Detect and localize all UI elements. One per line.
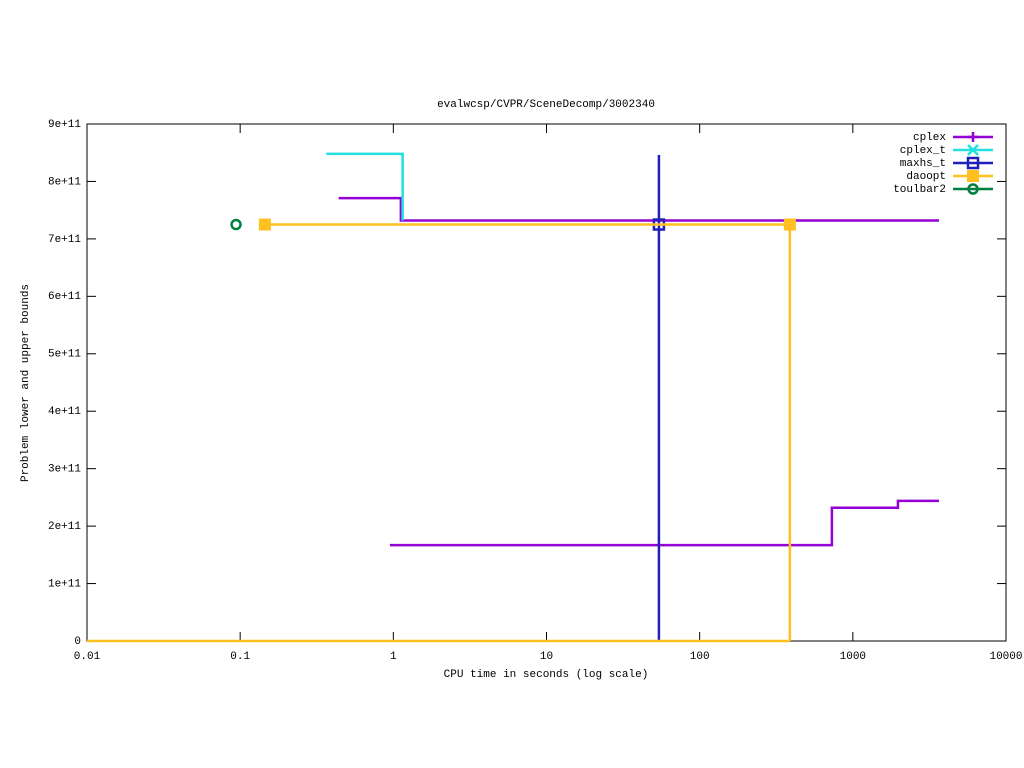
- legend-marker: [967, 144, 979, 156]
- x-tick-label: 100: [690, 651, 710, 663]
- y-tick-label: 2e+11: [48, 521, 81, 533]
- x-tick-label: 10: [540, 651, 553, 663]
- y-axis-label: Problem lower and upper bounds: [20, 284, 32, 482]
- series-line: [326, 152, 404, 221]
- marker: [258, 218, 271, 231]
- y-tick-label: 8e+11: [48, 176, 81, 188]
- legend-label: cplex: [913, 132, 946, 144]
- legend-marker: [967, 170, 979, 182]
- y-tick-label: 0: [74, 636, 81, 648]
- legend-marker: [966, 156, 980, 170]
- series-line: [338, 196, 939, 547]
- x-tick-label: 1: [390, 651, 397, 663]
- y-tick-label: 3e+11: [48, 464, 81, 476]
- legend-label: maxhs_t: [900, 158, 946, 170]
- y-tick-label: 5e+11: [48, 349, 81, 361]
- marker: [230, 218, 242, 231]
- legend-marker: [968, 132, 978, 142]
- x-tick-label: 0.01: [74, 651, 101, 663]
- y-tick-label: 9e+11: [48, 119, 81, 131]
- x-axis-label: CPU time in seconds (log scale): [444, 669, 649, 681]
- legend-label: cplex_t: [900, 145, 946, 157]
- legend-label: toulbar2: [893, 184, 946, 196]
- legend-marker: [967, 183, 979, 195]
- x-tick-label: 0.1: [230, 651, 250, 663]
- y-tick-label: 7e+11: [48, 234, 81, 246]
- y-tick-label: 4e+11: [48, 406, 81, 418]
- chart-title: evalwcsp/CVPR/SceneDecomp/3002340: [437, 99, 655, 111]
- legend-label: daoopt: [906, 171, 946, 183]
- y-tick-label: 6e+11: [48, 291, 81, 303]
- x-tick-label: 10000: [989, 651, 1022, 663]
- x-tick-label: 1000: [840, 651, 866, 663]
- marker: [783, 218, 796, 231]
- y-tick-label: 1e+11: [48, 578, 81, 590]
